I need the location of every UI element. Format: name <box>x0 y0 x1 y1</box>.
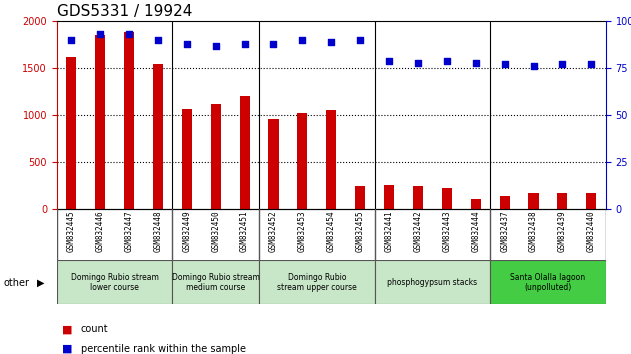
Point <box>326 39 336 45</box>
Point <box>240 41 250 47</box>
Bar <box>124 33 134 209</box>
Point <box>211 43 221 48</box>
Text: GSM832452: GSM832452 <box>269 210 278 252</box>
Bar <box>355 186 365 209</box>
Text: GSM832440: GSM832440 <box>587 210 596 252</box>
Text: Domingo Rubio stream
lower course: Domingo Rubio stream lower course <box>71 273 158 292</box>
Bar <box>211 104 221 209</box>
FancyBboxPatch shape <box>490 260 606 304</box>
Point <box>586 62 596 67</box>
Bar <box>384 185 394 209</box>
Text: phosphogypsum stacks: phosphogypsum stacks <box>387 278 478 287</box>
Text: percentile rank within the sample: percentile rank within the sample <box>81 344 245 354</box>
Text: GSM832448: GSM832448 <box>153 210 162 252</box>
Text: Santa Olalla lagoon
(unpolluted): Santa Olalla lagoon (unpolluted) <box>510 273 586 292</box>
Text: GDS5331 / 19924: GDS5331 / 19924 <box>57 4 192 19</box>
Point <box>95 32 105 37</box>
Text: Domingo Rubio stream
medium course: Domingo Rubio stream medium course <box>172 273 259 292</box>
Text: GSM832453: GSM832453 <box>298 210 307 252</box>
Bar <box>471 199 481 209</box>
Text: Domingo Rubio
stream upper course: Domingo Rubio stream upper course <box>277 273 357 292</box>
Point <box>153 37 163 43</box>
Text: ■: ■ <box>62 324 73 334</box>
Text: GSM832449: GSM832449 <box>182 210 191 252</box>
Text: GSM832454: GSM832454 <box>327 210 336 252</box>
Text: GSM832441: GSM832441 <box>384 210 394 252</box>
Text: ■: ■ <box>62 344 73 354</box>
Text: GSM832438: GSM832438 <box>529 210 538 252</box>
Bar <box>268 119 278 209</box>
Text: GSM832442: GSM832442 <box>413 210 422 252</box>
Bar <box>95 35 105 209</box>
Point <box>557 62 567 67</box>
Text: GSM832439: GSM832439 <box>558 210 567 252</box>
Text: other: other <box>3 278 29 288</box>
Point <box>471 60 481 65</box>
Bar <box>529 193 539 209</box>
Text: GSM832446: GSM832446 <box>96 210 105 252</box>
Point <box>268 41 278 47</box>
Bar <box>557 193 567 209</box>
Text: GSM832455: GSM832455 <box>356 210 365 252</box>
Text: GSM832443: GSM832443 <box>442 210 451 252</box>
Text: GSM832437: GSM832437 <box>500 210 509 252</box>
Point <box>500 62 510 67</box>
Point <box>182 41 192 47</box>
Text: GSM832444: GSM832444 <box>471 210 480 252</box>
Bar <box>326 110 336 209</box>
Point <box>355 37 365 43</box>
FancyBboxPatch shape <box>259 260 375 304</box>
Bar <box>240 96 250 209</box>
FancyBboxPatch shape <box>57 260 172 304</box>
Text: GSM832447: GSM832447 <box>124 210 134 252</box>
Bar <box>413 186 423 209</box>
Bar <box>297 113 307 209</box>
Bar <box>586 193 596 209</box>
Point <box>529 63 539 69</box>
Text: GSM832445: GSM832445 <box>67 210 76 252</box>
Bar <box>66 57 76 209</box>
Text: ▶: ▶ <box>37 278 44 288</box>
Point <box>124 32 134 37</box>
Bar <box>442 188 452 209</box>
FancyBboxPatch shape <box>375 260 490 304</box>
Point <box>413 60 423 65</box>
Bar <box>182 109 192 209</box>
Text: GSM832451: GSM832451 <box>240 210 249 252</box>
Bar <box>500 196 510 209</box>
Text: GSM832450: GSM832450 <box>211 210 220 252</box>
Point <box>66 37 76 43</box>
Point <box>442 58 452 63</box>
FancyBboxPatch shape <box>172 260 259 304</box>
Text: count: count <box>81 324 109 334</box>
Bar <box>153 64 163 209</box>
Point <box>297 37 307 43</box>
Point <box>384 58 394 63</box>
